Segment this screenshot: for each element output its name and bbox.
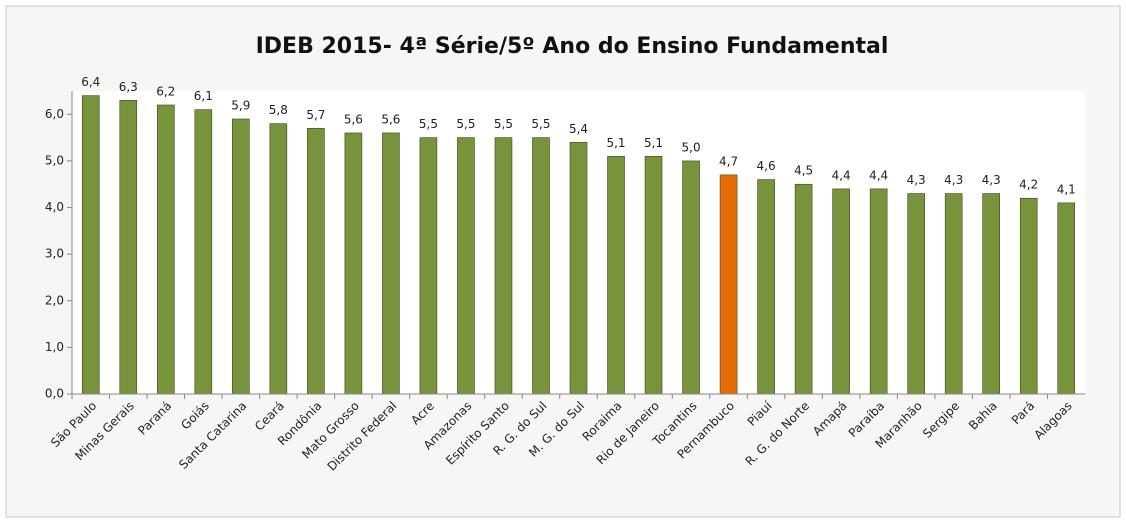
y-tick-label: 5,0 [45,153,64,167]
bar [869,188,888,395]
bar [81,95,100,395]
value-label: 5,9 [231,98,250,112]
value-label: 5,1 [606,136,625,150]
bar [907,193,925,395]
bar [307,127,325,395]
bar [832,188,850,395]
value-label: 6,1 [194,89,213,103]
bar [1019,197,1038,395]
bar [532,137,550,395]
bar [419,137,438,395]
value-label: 5,6 [381,112,400,126]
bar [494,137,513,395]
value-label: 5,5 [456,117,475,131]
bar [344,132,363,395]
bar [682,160,700,395]
y-tick-label: 1,0 [45,340,64,354]
bar [607,155,625,395]
bar [1057,202,1076,395]
bar [119,100,138,395]
value-label: 4,4 [869,168,888,182]
bar [232,118,250,395]
value-label: 5,4 [569,122,588,136]
y-tick-label: 2,0 [45,293,64,307]
y-tick-label: 0,0 [45,387,64,401]
bar [644,155,663,395]
value-label: 4,3 [982,173,1001,187]
bar [382,132,400,395]
value-label: 5,6 [344,112,363,126]
bar [269,123,288,395]
value-label: 4,2 [1019,178,1038,192]
value-label: 5,8 [269,103,288,117]
bar [719,174,738,395]
value-label: 4,4 [832,168,851,182]
value-label: 4,1 [1057,182,1076,196]
bar [194,109,213,395]
value-label: 5,5 [419,117,438,131]
value-label: 4,5 [794,164,813,178]
chart-title: IDEB 2015- 4ª Série/5º Ano do Ensino Fun… [256,34,889,59]
bar [757,179,775,395]
value-label: 5,5 [494,117,513,131]
value-label: 5,5 [531,117,550,131]
value-label: 4,3 [907,173,926,187]
bar [794,183,813,395]
value-label: 5,7 [306,108,325,122]
value-label: 5,1 [644,136,663,150]
value-label: 4,7 [719,154,738,168]
bar [569,141,588,395]
bar [982,193,1001,395]
value-label: 6,2 [156,84,175,98]
bar [944,193,963,395]
value-label: 6,3 [119,80,138,94]
bar [457,137,475,395]
value-label: 5,0 [682,140,701,154]
bar [156,104,175,395]
y-tick-label: 4,0 [45,200,64,214]
value-label: 4,6 [757,159,776,173]
value-label: 4,3 [944,173,963,187]
y-tick-label: 3,0 [45,247,64,261]
y-tick-label: 6,0 [45,107,64,121]
value-label: 6,4 [81,75,100,89]
